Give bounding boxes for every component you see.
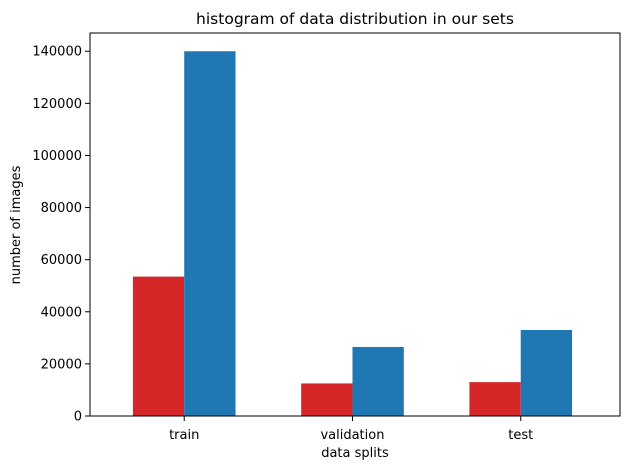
- y-tick-label: 140000: [32, 45, 82, 60]
- axes-layer: [89, 32, 621, 417]
- plot-frame: [89, 32, 621, 417]
- y-tick-label: 100000: [32, 149, 82, 164]
- ticks-layer: train validation test 0 20000 40000 60000 80000…: [32, 45, 533, 443]
- y-tick-label: 40000: [41, 305, 82, 320]
- x-tick-label: train: [169, 428, 199, 443]
- chart-title: histogram of data distribution in our se…: [196, 10, 514, 28]
- bar-series1-test: [469, 382, 521, 416]
- x-axis-label: data splits: [321, 446, 389, 461]
- bar-series2-test: [520, 330, 573, 416]
- y-axis-label: number of images: [9, 165, 24, 284]
- y-tick-label: 80000: [41, 201, 82, 216]
- x-tick-label: test: [508, 428, 533, 443]
- bar-series1-validation: [301, 383, 353, 416]
- y-tick-label: 60000: [41, 253, 82, 268]
- y-tick-label: 20000: [41, 357, 82, 372]
- y-tick-label: 0: [74, 410, 82, 425]
- bar-series1-train: [132, 276, 185, 416]
- y-tick-label: 120000: [32, 97, 82, 112]
- bar-series2-validation: [352, 346, 404, 416]
- bars-layer: [132, 51, 573, 417]
- bar-series2-train: [184, 51, 236, 417]
- x-tick-label: validation: [320, 428, 384, 443]
